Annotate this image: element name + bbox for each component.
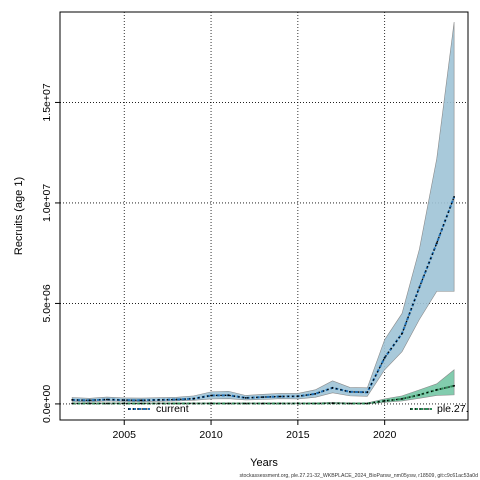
data-point-ple27	[349, 402, 351, 405]
data-point-ple27	[453, 384, 456, 387]
data-point-ple27	[435, 388, 438, 391]
data-point-ple27	[314, 402, 317, 405]
data-point-ple27	[227, 402, 230, 405]
x-tick-label: 2010	[199, 429, 223, 441]
data-point-current	[210, 394, 212, 397]
data-point-current	[262, 396, 265, 398]
data-point-ple27	[244, 402, 247, 405]
y-tick-label: 5.0e+06	[41, 284, 53, 322]
data-point-ple27	[123, 402, 126, 405]
data-point-ple27	[175, 402, 178, 405]
data-point-current	[435, 242, 438, 245]
data-point-ple27	[383, 400, 386, 402]
data-point-ple27	[296, 402, 299, 405]
y-tick-label: 1.0e+07	[41, 184, 53, 222]
data-point-ple27	[401, 397, 403, 400]
data-point-current	[453, 196, 456, 198]
x-axis-title: Years	[250, 457, 278, 469]
band-current	[71, 22, 455, 403]
line-dotted-current	[72, 196, 455, 401]
data-point-current	[244, 396, 247, 399]
y-tick-label: 1.5e+07	[41, 83, 53, 121]
data-point-ple27	[279, 402, 282, 405]
legend-ple27: ple.27.	[410, 403, 469, 415]
x-tick-label: 2005	[113, 429, 137, 441]
data-point-current	[418, 286, 421, 289]
data-point-ple27	[418, 393, 421, 396]
data-point-current	[123, 399, 126, 402]
data-point-current	[192, 397, 195, 400]
data-point-current	[401, 332, 403, 335]
legend-ple27-label: ple.27.	[437, 403, 469, 415]
data-point-ple27	[210, 402, 212, 405]
data-point-current	[314, 392, 317, 395]
plot-frame	[59, 11, 469, 421]
y-tick-label: 0.0e+00	[41, 385, 53, 423]
x-tick-label: 2015	[286, 429, 310, 441]
x-axis: 2005 2010 2015 2020	[113, 420, 397, 441]
y-axis-title: Recruits (age 1)	[13, 177, 25, 255]
data-point-current	[331, 386, 334, 389]
data-point-current	[175, 398, 178, 401]
data-point-current	[349, 390, 351, 393]
data-point-ple27	[105, 402, 108, 405]
data-point-current	[296, 395, 299, 398]
line-dotted-ple27	[72, 385, 455, 405]
legend-current: current	[128, 403, 189, 415]
data-point-current	[279, 395, 282, 398]
data-point-ple27	[192, 402, 195, 405]
data-point-ple27	[262, 402, 265, 405]
data-point-current	[383, 356, 386, 359]
y-axis: 0.0e+00 5.0e+06 1.0e+07 1.5e+07	[41, 83, 60, 423]
data-point-current	[140, 399, 143, 402]
data-point-current	[227, 394, 230, 397]
data-point-current	[88, 399, 91, 402]
data-point-ple27	[366, 402, 369, 405]
data-point-ple27	[88, 402, 91, 405]
data-point-current	[105, 398, 108, 401]
x-tick-label: 2020	[373, 429, 397, 441]
data-point-current	[366, 391, 369, 394]
data-point-ple27	[331, 402, 334, 405]
data-point-ple27	[71, 402, 74, 405]
footer-note: stockassessment.org, ple.27.21-32_WKBPLA…	[240, 473, 479, 479]
series-points	[71, 196, 456, 405]
data-point-ple27	[140, 402, 143, 405]
data-point-current	[71, 399, 74, 401]
legend-current-label: current	[156, 403, 189, 415]
data-point-ple27	[158, 402, 160, 405]
data-point-current	[158, 399, 160, 401]
